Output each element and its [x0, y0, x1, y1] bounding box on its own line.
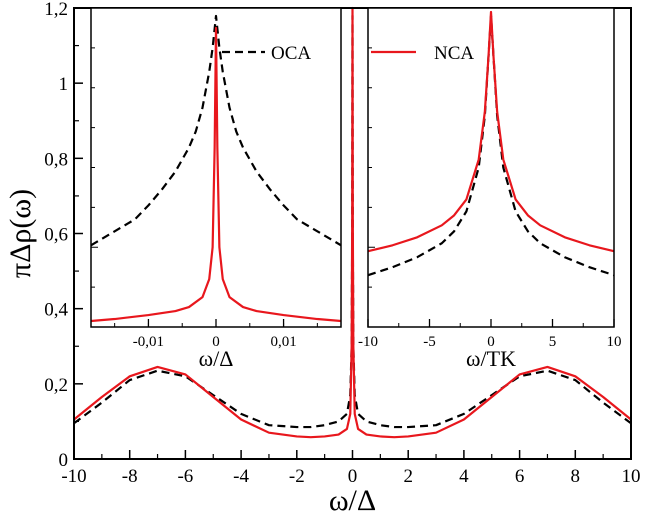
inset-left-x-tick-label: -0,01 [133, 334, 164, 350]
main-y-tick-label: 0,6 [44, 225, 68, 246]
main-y-tick-label: 0 [59, 450, 69, 471]
inset-left-plot: -0,01 0 0,01 ω/Δ OCA [90, 7, 342, 371]
main-ticks: -10 -8 -6 -4 -2 0 2 4 6 8 10 0 0,2 0,4 0,6 0,8 1 1,2 [44, 0, 640, 487]
inset-left-nca-line [90, 26, 342, 323]
main-y-tick-label: 1 [59, 74, 69, 95]
inset-right-legend: NCA [371, 43, 474, 64]
main-x-tick-label: 8 [571, 466, 581, 487]
main-y-axis-title: πΔρ(ω) [4, 189, 37, 278]
main-x-axis-title: ω/Δ [329, 484, 376, 517]
inset-left-x-tick-label: 0 [212, 334, 220, 350]
inset-right-ticks: -10 -5 0 5 10 [358, 7, 622, 350]
inset-left-legend: OCA [222, 43, 311, 64]
main-x-tick-label: 4 [459, 466, 469, 487]
inset-right-x-tick-label: -5 [423, 334, 436, 350]
inset-left-x-tick-label: 0,01 [270, 334, 296, 350]
inset-right-plot: -10 -5 0 5 10 ω/TK NCA [358, 7, 622, 371]
inset-right-frame [367, 7, 615, 328]
inset-left-x-axis-title: ω/Δ [199, 346, 234, 371]
inset-right-background [368, 8, 614, 327]
inset-left-frame [90, 7, 342, 328]
inset-right-x-tick-label: 5 [549, 334, 557, 350]
inset-left-series [90, 14, 342, 323]
main-x-tick-label: 0 [348, 466, 358, 487]
main-y-tick-label: 0,4 [44, 300, 68, 321]
main-x-tick-label: -4 [233, 466, 249, 487]
main-y-tick-label: 0,8 [44, 149, 68, 170]
main-x-tick-label: -10 [61, 466, 86, 487]
inset-right-x-tick-label: 10 [607, 334, 622, 350]
legend-nca-label: NCA [434, 43, 474, 64]
inset-right-x-axis-title: ω/TK [466, 346, 516, 371]
main-x-tick-label: -2 [289, 466, 305, 487]
main-y-tick-label: 0,2 [44, 375, 68, 396]
inset-right-x-tick-label: -10 [358, 334, 378, 350]
main-x-tick-label: -6 [177, 466, 193, 487]
main-x-tick-label: 6 [515, 466, 525, 487]
main-x-tick-label: 10 [622, 466, 641, 487]
inset-right-nca-line [367, 10, 615, 253]
legend-oca-label: OCA [271, 43, 311, 64]
inset-right-x-tick-label: 0 [487, 334, 495, 350]
inset-right-series [367, 10, 615, 277]
main-x-tick-label: 2 [403, 466, 413, 487]
main-x-tick-label: -8 [122, 466, 138, 487]
main-y-tick-label: 1,2 [44, 0, 68, 20]
main-plot-frame [73, 7, 632, 460]
inset-left-oca-line [90, 14, 342, 247]
inset-left-ticks: -0,01 0 0,01 [91, 7, 318, 350]
